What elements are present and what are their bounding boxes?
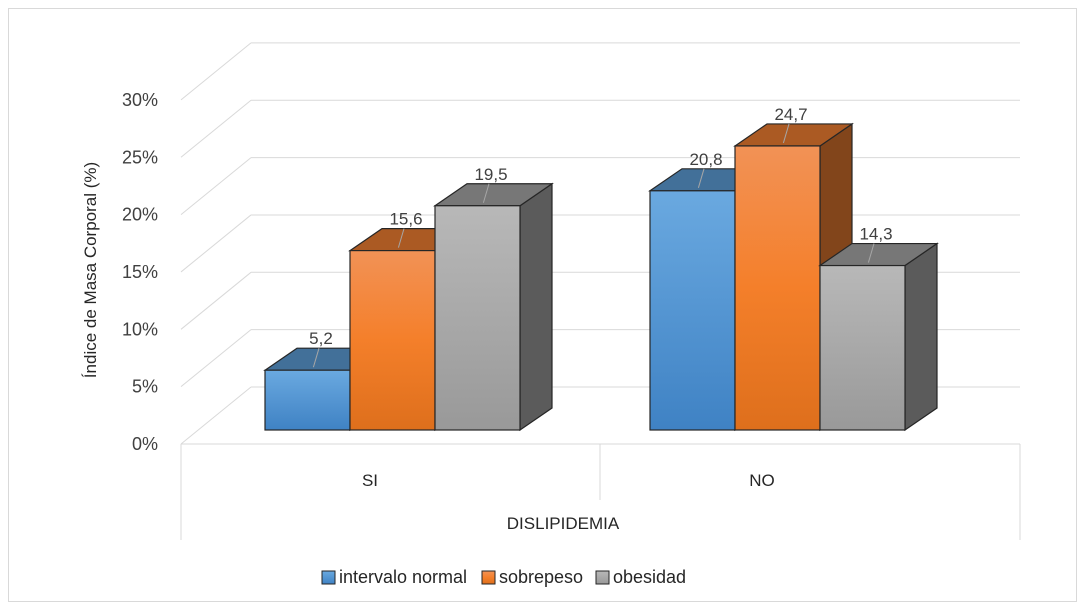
label-leader-line (697, 168, 705, 188)
x-tick-label: NO (749, 471, 775, 490)
data-label: 19,5 (474, 165, 507, 184)
x-tick-label: SI (362, 471, 378, 490)
legend-swatch (481, 570, 496, 585)
label-leader-line (482, 183, 490, 203)
data-label: 14,3 (859, 225, 892, 244)
gridline-diagonal (180, 99, 252, 158)
legend-swatch (595, 570, 610, 585)
data-label: 24,7 (774, 105, 807, 124)
bars (263, 122, 939, 432)
gridline-diagonal (180, 329, 252, 388)
bar (819, 264, 906, 431)
data-label: 5,2 (309, 329, 333, 348)
y-axis-ticks: 0% 5% 10% 15% 20% 25% 30% (122, 90, 158, 454)
bar-side (519, 182, 553, 432)
bar (734, 145, 821, 431)
x-axis-title: DISLIPIDEMIA (507, 514, 620, 533)
bar (649, 190, 736, 431)
y-tick-label: 20% (122, 205, 158, 225)
gridline-diagonal (180, 214, 252, 273)
bar (434, 205, 521, 431)
y-tick-label: 10% (122, 319, 158, 339)
gridline-diagonal (180, 157, 252, 215)
y-tick-label: 5% (132, 377, 158, 397)
gridline-diagonal (180, 386, 252, 445)
data-label: 20,8 (689, 150, 722, 169)
legend-label: sobrepeso (499, 567, 583, 587)
legend: intervalo normal sobrepeso obesidad (321, 567, 686, 587)
y-tick-label: 0% (132, 434, 158, 454)
gridline-diagonal (180, 271, 252, 330)
gridline-diagonal (180, 42, 252, 101)
category-axis: SI NO (180, 443, 1021, 540)
bar-side (904, 242, 938, 432)
y-tick-label: 30% (122, 90, 158, 110)
label-leader-line (312, 348, 320, 368)
y-tick-label: 25% (122, 147, 158, 167)
data-labels: 5,2 15,6 19,5 20,8 24,7 14,3 (309, 105, 893, 368)
legend-label: intervalo normal (339, 567, 467, 587)
legend-label: obesidad (613, 567, 686, 587)
label-leader-line (867, 243, 875, 263)
y-tick-label: 15% (122, 262, 158, 282)
bar (264, 369, 351, 431)
label-leader-line (397, 228, 405, 248)
y-axis-title: Índice de Masa Corporal (%) (81, 162, 100, 378)
data-label: 15,6 (389, 210, 422, 229)
label-leader-line (782, 123, 790, 144)
legend-swatch (321, 570, 336, 585)
bar (349, 250, 436, 431)
